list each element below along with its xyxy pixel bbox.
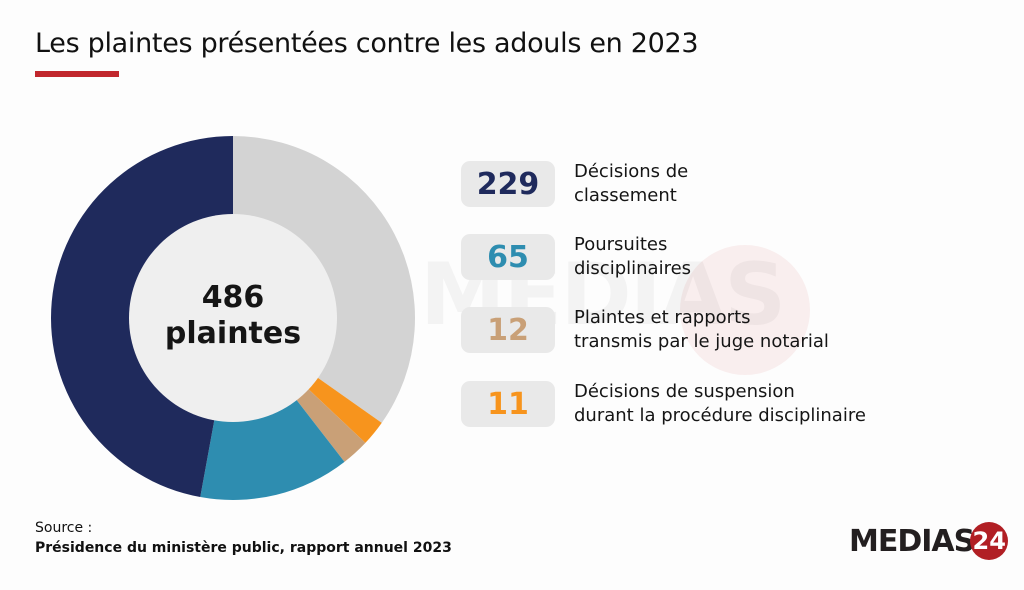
source-text: Présidence du ministère public, rapport … — [35, 540, 452, 556]
legend-value: 12 — [461, 307, 555, 353]
legend-item: 229 Décisions de classement — [461, 160, 974, 208]
legend-label-line: Poursuites — [574, 234, 668, 255]
medias24-logo: MEDIAS 24 — [849, 522, 1009, 560]
source: Source : Présidence du ministère public,… — [35, 518, 452, 558]
legend-item: 65 Poursuites disciplinaires — [461, 233, 974, 281]
legend-label-line: Décisions de suspension — [574, 381, 795, 402]
chart-title: Les plaintes présentées contre les adoul… — [35, 28, 699, 59]
legend-value: 11 — [461, 381, 555, 427]
center-total: 486 — [201, 280, 265, 315]
legend-label-line: classement — [574, 185, 677, 206]
legend-label: Plaintes et rapports transmis par le juge… — [574, 306, 974, 354]
legend-label: Décisions de suspension durant la procédu… — [574, 380, 974, 428]
legend-label: Poursuites disciplinaires — [574, 233, 974, 281]
watermark-circle — [680, 245, 810, 375]
logo-text: MEDIAS — [849, 523, 975, 559]
legend-label-line: disciplinaires — [574, 258, 692, 279]
legend-label-line: transmis par le juge notarial — [574, 331, 829, 352]
legend-item: 12 Plaintes et rapports transmis par le j… — [461, 306, 974, 354]
legend-value: 229 — [461, 161, 555, 207]
title-accent-bar — [35, 71, 119, 77]
legend-label-line: Plaintes et rapports — [574, 307, 751, 328]
legend-item: 11 Décisions de suspension durant la proc… — [461, 380, 974, 428]
center-label: 486 plaintes — [133, 280, 333, 352]
donut-hole — [129, 214, 337, 422]
center-unit: plaintes — [164, 316, 302, 351]
legend-value: 65 — [461, 234, 555, 280]
legend-label: Décisions de classement — [574, 160, 974, 208]
legend-label-line: Décisions de — [574, 161, 689, 182]
source-label: Source : — [35, 520, 93, 536]
logo-number: 24 — [970, 522, 1009, 560]
legend-label-line: durant la procédure disciplinaire — [574, 405, 866, 426]
